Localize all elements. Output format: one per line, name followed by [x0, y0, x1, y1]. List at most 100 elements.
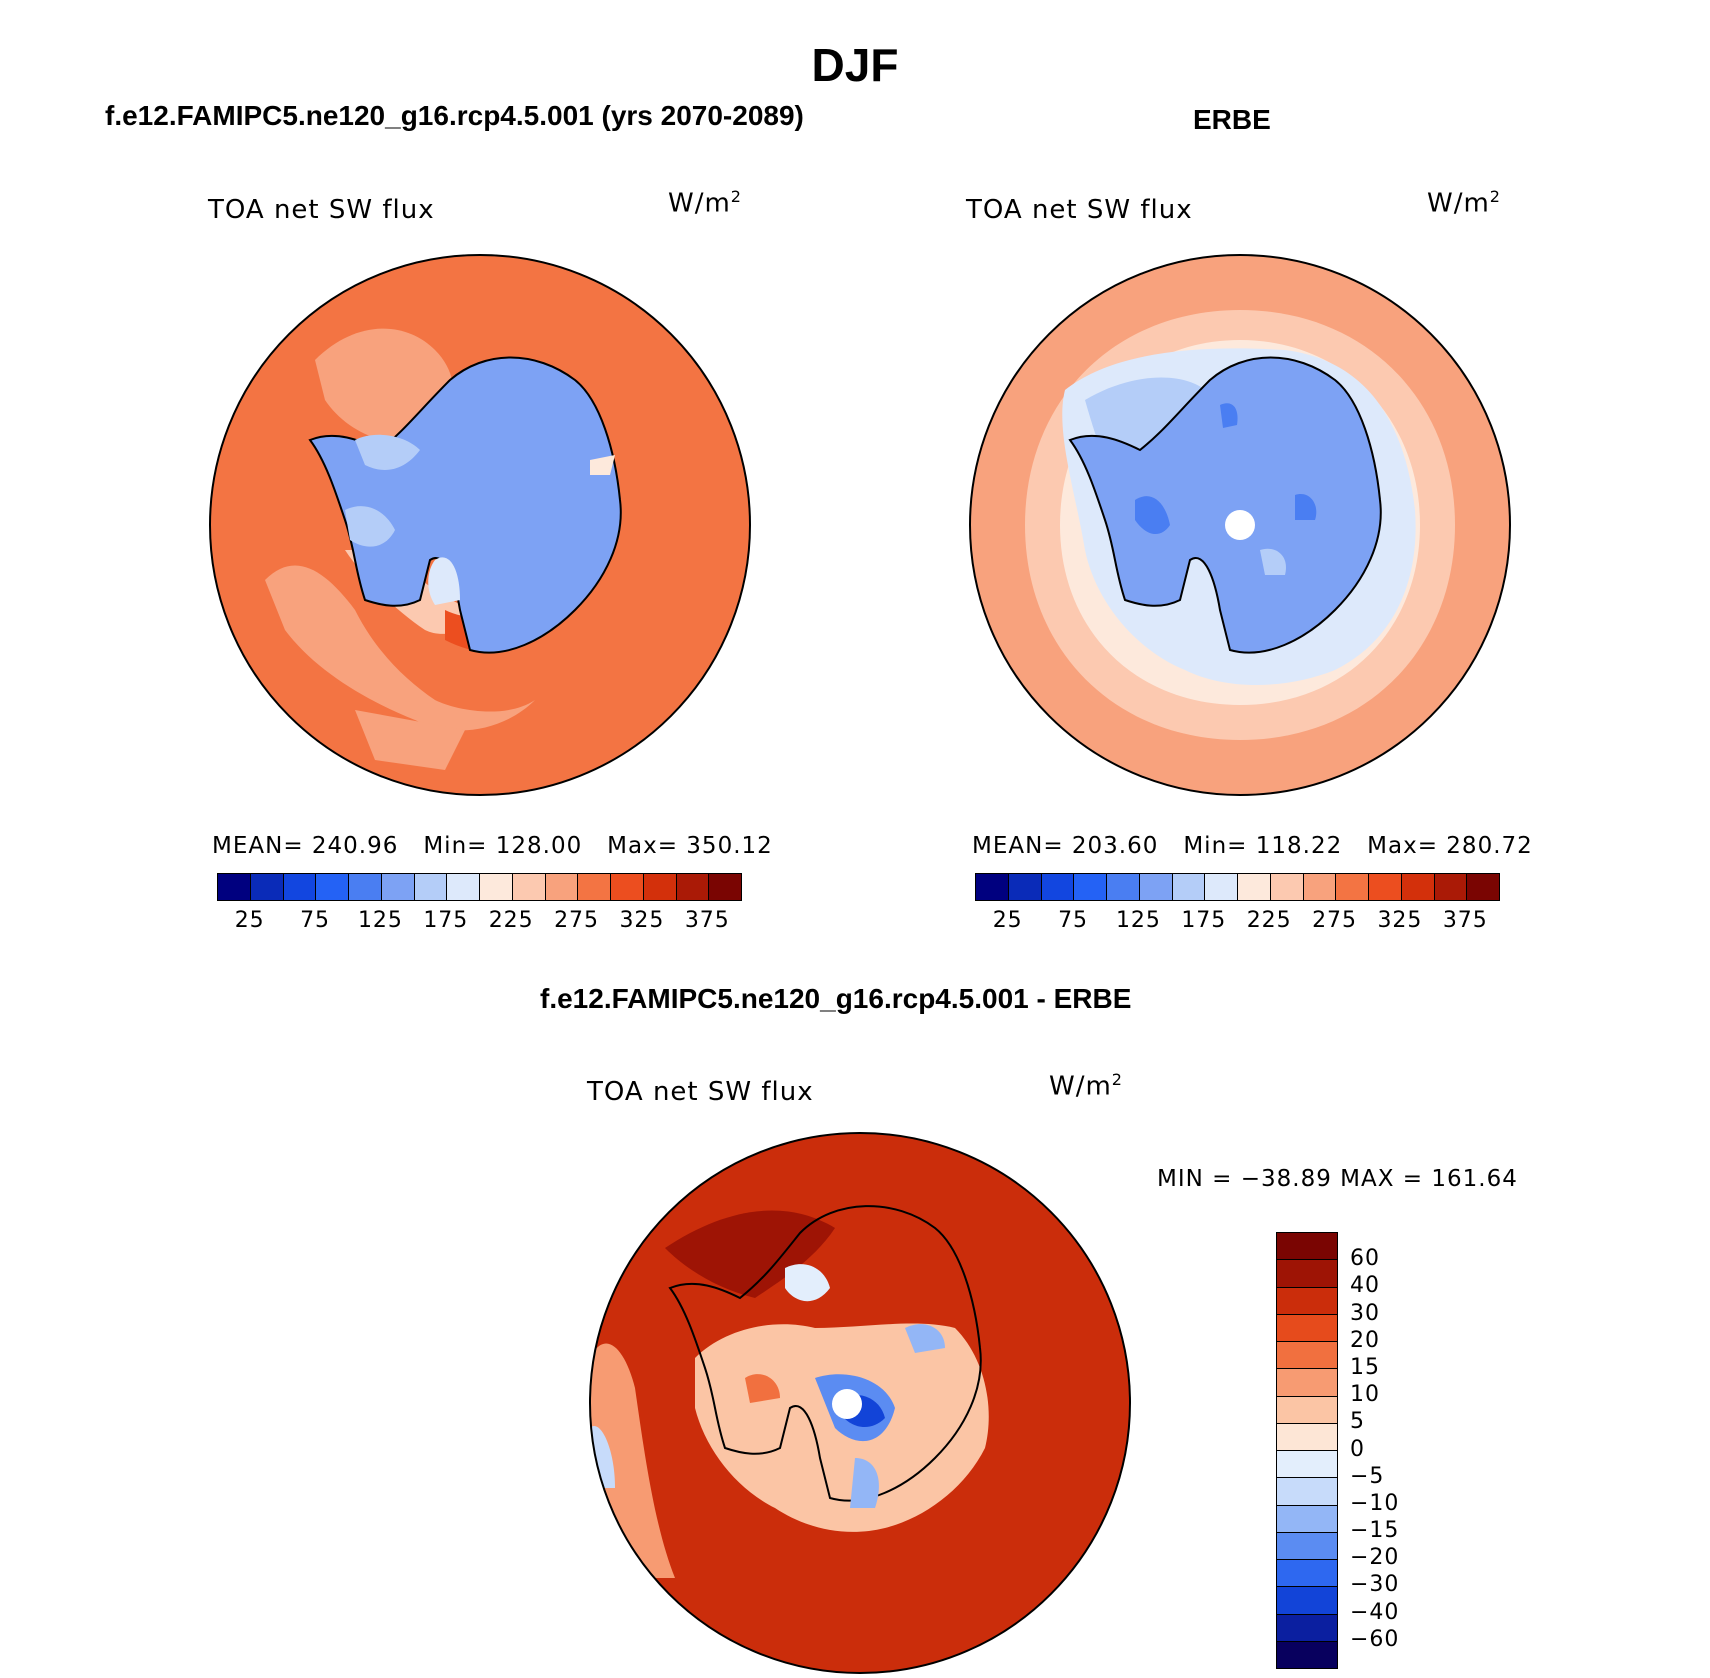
diff-case-title: f.e12.FAMIPC5.ne120_g16.rcp4.5.001 - ERB…: [540, 983, 1132, 1014]
diff-colorbar-tick-label: 0: [1350, 1436, 1365, 1462]
difference-polar-map: [589, 1132, 1131, 1674]
colorbar-segment: [1238, 874, 1271, 900]
diff-colorbar-tick-label: −10: [1350, 1490, 1400, 1516]
colorbar-segment: [1277, 1560, 1337, 1588]
panel-model-case-title: f.e12.FAMIPC5.ne120_g16.rcp4.5.001 (yrs …: [105, 100, 804, 131]
colorbar-segment: [1277, 1451, 1337, 1479]
colorbar-segment: [1139, 874, 1173, 900]
diff-colorbar-tick-label: −30: [1350, 1572, 1400, 1598]
colorbar-tick-label: 225: [488, 908, 534, 933]
colorbar-segment: [1401, 874, 1435, 900]
colorbar-tick-label: 125: [1115, 908, 1161, 933]
diff-colorbar-tick-label: −60: [1350, 1626, 1400, 1652]
diff-colorbar-tick-label: 40: [1350, 1273, 1380, 1299]
colorbar-segment: [447, 874, 480, 900]
colorbar-segment: [1277, 1423, 1337, 1451]
colorbar-segment: [1172, 874, 1206, 900]
panel-model-variable-label: TOA net SW flux: [208, 195, 435, 225]
diff-colorbar-tick-label: −5: [1350, 1463, 1385, 1489]
colorbar-segment: [1277, 1342, 1337, 1370]
diff-colorbar: [1276, 1232, 1338, 1669]
diff-colorbar-tick-label: 15: [1350, 1354, 1380, 1380]
panel-erbe-unit: W/m2: [1427, 187, 1501, 219]
colorbar-tick-label: 325: [1377, 908, 1423, 933]
colorbar-segment: [1074, 874, 1107, 900]
colorbar-tick-label: 25: [234, 908, 265, 933]
colorbar-segment: [1107, 874, 1140, 900]
colorbar-segment: [578, 874, 611, 900]
diff-variable-label: TOA net SW flux: [587, 1077, 814, 1107]
colorbar-tick-label: 125: [357, 908, 403, 933]
colorbar-segment: [1336, 874, 1369, 900]
colorbar-segment: [976, 874, 1009, 900]
figure-title: DJF: [811, 39, 899, 91]
diff-colorbar-tick-label: 60: [1350, 1246, 1380, 1272]
colorbar-segment: [1277, 1369, 1337, 1397]
colorbar-segment: [250, 874, 284, 900]
colorbar-tick-label: 225: [1246, 908, 1292, 933]
diff-unit: W/m2: [1049, 1070, 1123, 1102]
panel-model-unit: W/m2: [668, 187, 742, 219]
colorbar-segment: [1041, 874, 1075, 900]
diff-minmax: MIN = −38.89 MAX = 161.64: [1157, 1166, 1518, 1192]
diff-colorbar-tick-label: 10: [1350, 1382, 1380, 1408]
colorbar-tick-label: 175: [423, 908, 469, 933]
diff-colorbar-tick-label: 5: [1350, 1409, 1365, 1435]
colorbar-segment: [643, 874, 677, 900]
colorbar-tick-label: 75: [1058, 908, 1089, 933]
colorbar-segment: [1205, 874, 1238, 900]
colorbar-segment: [1277, 1478, 1337, 1506]
colorbar-segment: [1277, 1396, 1337, 1424]
colorbar-segment: [218, 874, 251, 900]
colorbar-segment: [1277, 1260, 1337, 1288]
panel-erbe-stats: MEAN= 203.60 Min= 118.22 Max= 280.72: [972, 833, 1533, 859]
colorbar-segment: [381, 874, 415, 900]
colorbar-segment: [349, 874, 382, 900]
colorbar-tick-label: 175: [1181, 908, 1227, 933]
erbe-polar-map: [969, 254, 1511, 796]
colorbar-segment: [316, 874, 349, 900]
colorbar-segment: [709, 874, 741, 900]
diff-colorbar-tick-label: −40: [1350, 1599, 1400, 1625]
colorbar-segment: [1277, 1314, 1337, 1342]
colorbar-segment: [1277, 1614, 1337, 1642]
diff-colorbar-ticks: 60 40 30 20 15 10 5 0 −5 −10 −15 −20 −30 −40 −60: [1350, 1232, 1430, 1667]
colorbar-segment: [1008, 874, 1042, 900]
diff-colorbar-tick-label: 30: [1350, 1300, 1380, 1326]
panel-erbe-case-title: ERBE: [1193, 104, 1271, 135]
colorbar-tick-label: 275: [554, 908, 600, 933]
colorbar-segment: [1277, 1505, 1337, 1533]
colorbar-segment: [1467, 874, 1499, 900]
diff-colorbar-tick-label: −15: [1350, 1518, 1400, 1544]
colorbar-tick-label: 375: [1442, 908, 1488, 933]
colorbar-segment: [611, 874, 644, 900]
colorbar-tick-label: 275: [1312, 908, 1358, 933]
colorbar-segment: [1277, 1532, 1337, 1560]
colorbar-tick-label: 325: [619, 908, 665, 933]
colorbar-segment: [1277, 1233, 1337, 1261]
diff-colorbar-tick-label: −20: [1350, 1545, 1400, 1571]
colorbar-segment: [480, 874, 513, 900]
colorbar-segment: [1434, 874, 1468, 900]
colorbar-segment: [1369, 874, 1402, 900]
colorbar-segment: [1277, 1287, 1337, 1315]
panel-model-stats: MEAN= 240.96 Min= 128.00 Max= 350.12: [212, 833, 773, 859]
colorbar-segment: [512, 874, 546, 900]
colorbar-segment: [283, 874, 317, 900]
colorbar-segment: [676, 874, 710, 900]
panel-erbe-colorbar: [975, 873, 1500, 901]
colorbar-segment: [414, 874, 448, 900]
diff-colorbar-tick-label: 20: [1350, 1327, 1380, 1353]
panel-model-colorbar-ticks: 25 75 125 175 225 275 325 375: [217, 908, 740, 938]
colorbar-segment: [545, 874, 579, 900]
panel-erbe-colorbar-ticks: 25 75 125 175 225 275 325 375: [975, 908, 1498, 938]
colorbar-tick-label: 375: [684, 908, 730, 933]
colorbar-segment: [1277, 1641, 1337, 1668]
colorbar-tick-label: 75: [300, 908, 331, 933]
colorbar-segment: [1270, 874, 1304, 900]
model-polar-map: [209, 254, 751, 796]
panel-erbe-variable-label: TOA net SW flux: [966, 195, 1193, 225]
colorbar-segment: [1303, 874, 1337, 900]
panel-model-colorbar: [217, 873, 742, 901]
colorbar-segment: [1277, 1587, 1337, 1615]
